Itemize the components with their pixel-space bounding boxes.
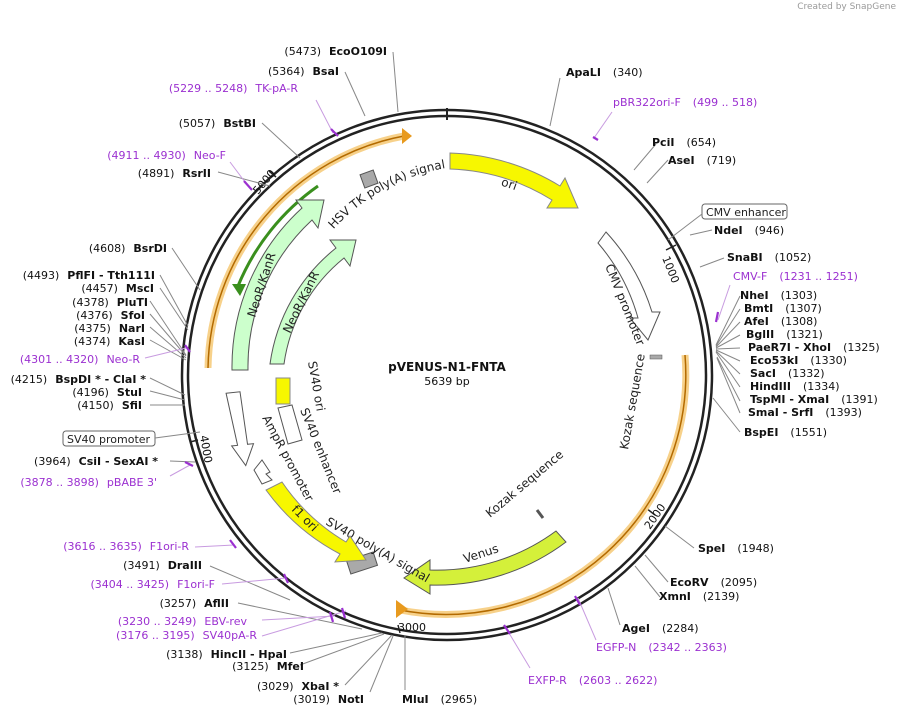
enzyme-sfoi: (4376) SfoI <box>76 309 145 322</box>
feature-sv40-ori-label: SV40 ori <box>305 360 328 412</box>
enzyme-bstbi: (5057) BstBI <box>179 117 256 130</box>
primer-exfp-r: EXFP-R (2603 .. 2622) <box>528 674 657 687</box>
enzyme-ecoo109i: (5473) EcoO109I <box>284 45 387 58</box>
plasmid-size: 5639 bp <box>424 375 469 388</box>
enzyme-bspdi-clai: (4215) BspDI * - ClaI * <box>11 373 147 386</box>
feature-neokan1-arrow <box>231 199 325 371</box>
enzyme-hincii-hpai: (3138) HincII - HpaI <box>166 648 287 661</box>
enzyme-kasi: (4374) KasI <box>74 335 145 348</box>
enzyme-asei: AseI (719) <box>668 154 736 167</box>
enzyme-stui: (4196) StuI <box>72 386 142 399</box>
enzyme-bglii: BglII (1321) <box>746 328 823 341</box>
tick-4000: 4000 <box>197 434 215 464</box>
enzyme-bsai: (5364) BsaI <box>268 65 339 78</box>
primer-f1ori-f: (3404 .. 3425) F1ori-F <box>91 578 216 591</box>
tick-3000: 3000 <box>398 621 426 634</box>
feature-ori-label: ori <box>500 175 519 193</box>
enzyme-xbai: (3029) XbaI * <box>257 680 339 693</box>
enzyme-pluti: (4378) PluTI <box>72 296 148 309</box>
feature-kozak2-label: Kozak sequence <box>483 447 566 520</box>
enzyme-noti: (3019) NotI <box>293 693 364 706</box>
feature-kozak2-mark <box>535 509 545 519</box>
enzyme-labels-left: (3019) NotI (3029) XbaI * (3125) MfeI (3138… <box>11 45 387 706</box>
feature-hsv-tk-label: HSV TK poly(A) signal <box>325 157 446 231</box>
enzyme-pcii: PciI (654) <box>652 136 716 149</box>
enzyme-ndei: NdeI (946) <box>714 224 784 237</box>
primer-neo-f: (4911 .. 4930) Neo-F <box>107 149 226 162</box>
enzyme-bsrdi: (4608) BsrDI <box>89 242 167 255</box>
primer-pbabe-3: (3878 .. 3898) pBABE 3' <box>20 476 157 489</box>
primer-pbr322ori-f: pBR322ori-F (499 .. 518) <box>613 96 757 109</box>
enzyme-aflii: (3257) AflII <box>160 597 229 610</box>
enzyme-draiii: (3491) DraIII <box>123 559 202 572</box>
primer-f1ori-r: (3616 .. 3635) F1ori-R <box>63 540 189 553</box>
svg-text:SV40 promoter: SV40 promoter <box>67 433 151 446</box>
enzyme-bspei: BspEI (1551) <box>744 426 827 439</box>
enzyme-nari: (4375) NarI <box>74 322 145 335</box>
enzyme-labels: ApaLI (340) PciI (654) AseI (719) NdeI (946)… <box>402 66 880 706</box>
primer-labels-left: (3176 .. 3195) SV40pA-R (3230 .. 3249) EBV… <box>20 82 298 642</box>
primer-egfp-n: EGFP-N (2342 .. 2363) <box>596 641 727 654</box>
feature-kozak1-mark <box>649 354 663 360</box>
enzyme-eco53ki: Eco53kI (1330) <box>750 354 847 367</box>
enzyme-apali: ApaLI (340) <box>566 66 643 79</box>
enzyme-xmni: XmnI (2139) <box>659 590 739 603</box>
orf-arc-neokan-inner <box>236 184 319 287</box>
snapgene-credit: Created by SnapGene <box>797 2 896 12</box>
enzyme-snabi: SnaBI (1052) <box>727 251 811 264</box>
feature-neokan2-label: NeoR/KanR <box>280 269 322 335</box>
feature-sv40-ori-box <box>275 377 291 405</box>
enzyme-msci: (4457) MscI <box>81 282 154 295</box>
callout-cmv-enhancer: CMV enhancer <box>667 203 788 241</box>
enzyme-csii-sexai: (3964) CsiI - SexAI * <box>34 455 158 468</box>
enzyme-pflfi-tth111i: (4493) PflFI - Tth111I <box>23 269 155 282</box>
callout-sv40-promoter: SV40 promoter <box>62 430 201 447</box>
enzyme-saci: SacI (1332) <box>750 367 825 380</box>
enzyme-mlui: MluI (2965) <box>402 693 477 706</box>
feature-amp-white-arrow <box>225 391 255 467</box>
primer-cmv-f: CMV-F (1231 .. 1251) <box>733 270 858 283</box>
leader-lines <box>149 51 741 693</box>
feature-hsv-tk-box <box>359 169 379 189</box>
feature-ampr-promoter-arrow <box>253 459 273 485</box>
feature-ori-arrow <box>449 152 579 209</box>
orf-arc-venus-head <box>396 600 408 618</box>
enzyme-afei: AfeI (1308) <box>744 315 817 328</box>
enzyme-smai-srfi: SmaI - SrfI (1393) <box>748 406 862 419</box>
feature-neokan2-arrow <box>269 239 357 365</box>
primer-marks <box>184 128 720 635</box>
enzyme-spei: SpeI (1948) <box>698 542 774 555</box>
enzyme-mfei: (3125) MfeI <box>232 660 304 673</box>
enzyme-paer7i-xhoi: PaeR7I - XhoI (1325) <box>748 341 880 354</box>
plasmid-name: pVENUS-N1-FNTA <box>388 360 506 374</box>
feature-venus-arrow <box>403 530 567 595</box>
svg-text:CMV enhancer: CMV enhancer <box>706 206 786 219</box>
enzyme-ecorv: EcoRV (2095) <box>670 576 757 589</box>
enzyme-sfii: (4150) SfiI <box>77 399 142 412</box>
feature-cmv-promoter-arrow <box>597 231 661 341</box>
primer-labels: pBR322ori-F (499 .. 518) CMV-F (1231 .. 12… <box>528 96 858 687</box>
enzyme-agei: AgeI (2284) <box>622 622 699 635</box>
primer-neo-r: (4301 .. 4320) Neo-R <box>20 353 140 366</box>
enzyme-bmti: BmtI (1307) <box>744 302 822 315</box>
orf-arc-neokan-head <box>402 128 412 144</box>
enzyme-rsrii: (4891) RsrII <box>138 167 211 180</box>
feature-f1ori-arrow <box>265 481 367 563</box>
enzyme-tspmi-xmai: TspMI - XmaI (1391) <box>750 393 878 406</box>
feature-sv40-enhancer-box <box>277 404 303 445</box>
primer-sv40pa-r: (3176 .. 3195) SV40pA-R <box>116 629 257 642</box>
enzyme-nhei: NheI (1303) <box>740 289 817 302</box>
feature-kozak1-label: Kozak sequence <box>617 353 648 451</box>
enzyme-hindiii: HindIII (1334) <box>750 380 840 393</box>
primer-tk-pa-r: (5229 .. 5248) TK-pA-R <box>169 82 299 95</box>
primer-ebv-rev: (3230 .. 3249) EBV-rev <box>118 615 248 628</box>
